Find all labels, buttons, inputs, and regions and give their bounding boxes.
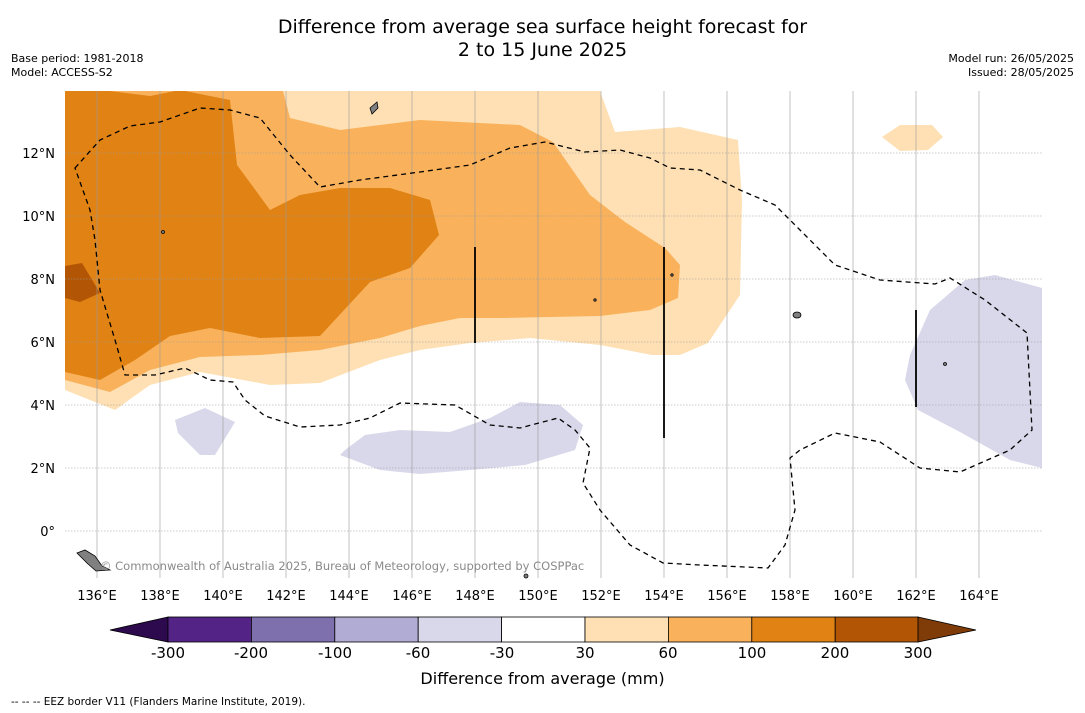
island-new-guinea-tip bbox=[76, 549, 112, 572]
map-title: Difference from average sea surface heig… bbox=[0, 16, 1085, 62]
colorbar-segment bbox=[584, 616, 669, 643]
colorbar-segment bbox=[250, 616, 336, 643]
colorbar-tick: -30 bbox=[489, 644, 515, 662]
anomaly-patch-30-60 bbox=[882, 125, 943, 151]
eez-footnote: -- -- -- EEZ border V11 (Flanders Marine… bbox=[11, 696, 306, 708]
negative-patch-east bbox=[905, 275, 1042, 468]
colorbar-segment bbox=[417, 616, 503, 643]
colorbar-segment bbox=[668, 616, 753, 643]
island-guam bbox=[369, 101, 379, 115]
colorbar-extend-low bbox=[109, 616, 169, 643]
boundary-lines bbox=[474, 247, 917, 438]
base-period: Base period: 1981-2018 bbox=[11, 52, 144, 65]
lon-label: 136°E bbox=[77, 589, 117, 604]
lon-label: 160°E bbox=[833, 589, 873, 604]
parallels bbox=[65, 152, 1042, 532]
colorbar-tick: -60 bbox=[405, 644, 431, 662]
run-info: Model run: 26/05/2025 Issued: 28/05/2025 bbox=[948, 52, 1074, 80]
colorbar-tick: -300 bbox=[150, 644, 186, 662]
lon-label: 162°E bbox=[896, 589, 936, 604]
colorbar-segment bbox=[334, 616, 419, 643]
graticule bbox=[65, 91, 1042, 578]
lon-label: 144°E bbox=[329, 589, 369, 604]
lon-label: 158°E bbox=[770, 589, 810, 604]
lat-label: 6°N bbox=[31, 336, 56, 351]
colorbar-tick: 100 bbox=[737, 644, 767, 662]
colorbar-tick: 300 bbox=[903, 644, 933, 662]
eez-border bbox=[74, 107, 1033, 569]
anomaly-fill bbox=[65, 91, 1042, 474]
lon-label: 154°E bbox=[644, 589, 684, 604]
lat-label: 0° bbox=[40, 525, 55, 540]
anomaly-band-200-300 bbox=[65, 263, 100, 302]
lon-label: 148°E bbox=[455, 589, 495, 604]
colorbar-segment bbox=[834, 616, 919, 643]
colorbar-segment bbox=[501, 616, 586, 643]
copyright-text: © Commonwealth of Australia 2025, Bureau… bbox=[100, 559, 584, 573]
colorbar-segment bbox=[751, 616, 836, 643]
lon-axis-labels: 136°E 138°E 140°E 142°E 144°E 146°E 148°… bbox=[77, 589, 999, 604]
lon-label: 140°E bbox=[203, 589, 243, 604]
islands bbox=[76, 101, 947, 579]
lon-label: 146°E bbox=[392, 589, 432, 604]
title-line-2: 2 to 15 June 2025 bbox=[457, 39, 628, 61]
colorbar-tick: 60 bbox=[658, 644, 678, 662]
island-pohnpei bbox=[792, 311, 802, 319]
model-name: Model: ACCESS-S2 bbox=[11, 66, 113, 79]
anomaly-band-100-200 bbox=[65, 91, 439, 380]
colorbar-label: Difference from average (mm) bbox=[420, 669, 665, 688]
colorbar bbox=[109, 616, 977, 643]
colorbar-extend-high bbox=[917, 616, 977, 643]
title-line-1: Difference from average sea surface heig… bbox=[277, 16, 808, 38]
colorbar-tick: 200 bbox=[820, 644, 850, 662]
colorbar-segment bbox=[167, 616, 252, 643]
lat-axis-labels: 12°N 10°N 8°N 6°N 4°N 2°N 0° bbox=[22, 147, 55, 540]
negative-patch-west bbox=[175, 408, 235, 455]
lat-label: 2°N bbox=[31, 462, 56, 477]
lat-label: 8°N bbox=[31, 273, 56, 288]
model-info: Base period: 1981-2018 Model: ACCESS-S2 bbox=[11, 52, 143, 80]
issued-date: Issued: 28/05/2025 bbox=[967, 66, 1074, 79]
lon-label: 150°E bbox=[518, 589, 558, 604]
lon-label: 142°E bbox=[266, 589, 306, 604]
meridians bbox=[96, 91, 980, 578]
model-run: Model run: 26/05/2025 bbox=[948, 52, 1074, 65]
lat-label: 4°N bbox=[31, 399, 56, 414]
lon-label: 156°E bbox=[707, 589, 747, 604]
lat-label: 10°N bbox=[22, 210, 55, 225]
lat-label: 12°N bbox=[22, 147, 55, 162]
negative-patch-central bbox=[340, 402, 583, 474]
colorbar-tick: -200 bbox=[233, 644, 269, 662]
lon-label: 138°E bbox=[140, 589, 180, 604]
lon-label: 152°E bbox=[581, 589, 621, 604]
lon-label: 164°E bbox=[959, 589, 999, 604]
colorbar-tick: -100 bbox=[317, 644, 353, 662]
colorbar-tick: 30 bbox=[575, 644, 595, 662]
